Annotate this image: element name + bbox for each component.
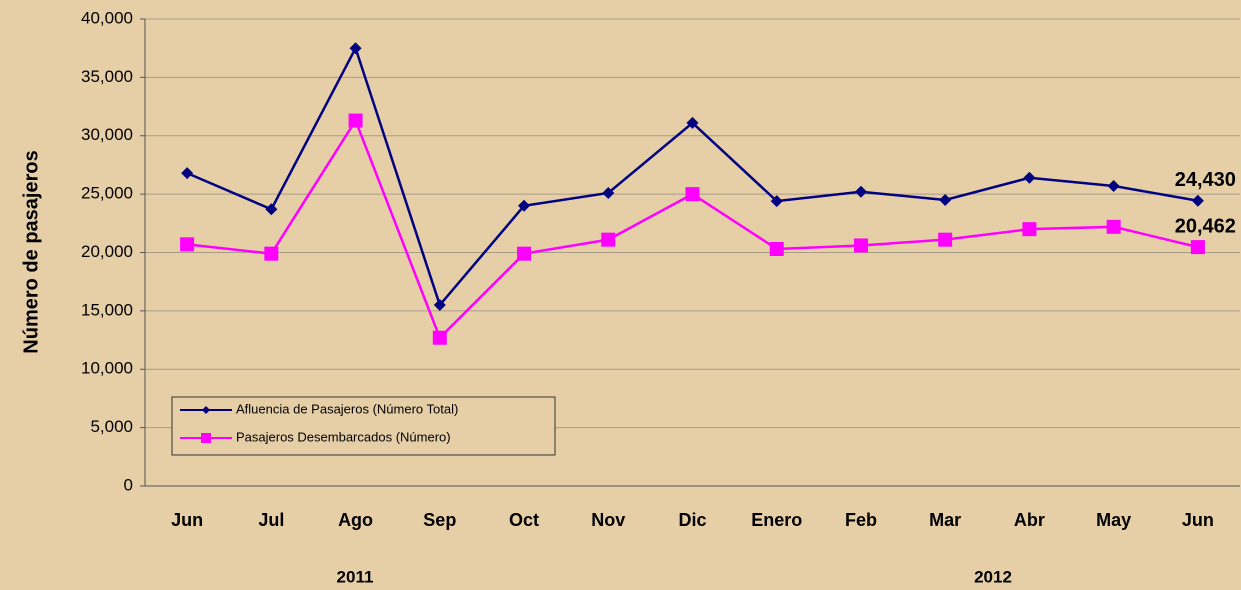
point bbox=[601, 232, 616, 247]
year-label: 2012 bbox=[974, 567, 1012, 586]
x-tick-label: May bbox=[1096, 510, 1131, 530]
x-tick-label: Dic bbox=[678, 510, 706, 530]
legend-label: Afluencia de Pasajeros (Número Total) bbox=[236, 401, 458, 416]
point bbox=[939, 193, 952, 206]
x-tick-label: Jun bbox=[171, 510, 203, 530]
point bbox=[433, 299, 446, 312]
y-tick-label: 5,000 bbox=[90, 417, 133, 436]
point bbox=[769, 241, 784, 256]
x-tick-label: Ago bbox=[338, 510, 373, 530]
x-tick-label: Jul bbox=[258, 510, 284, 530]
point bbox=[517, 246, 532, 261]
series-line bbox=[186, 117, 1199, 340]
y-tick-label: 30,000 bbox=[81, 125, 133, 144]
point bbox=[1106, 219, 1121, 234]
point bbox=[202, 406, 210, 414]
point bbox=[1023, 171, 1036, 184]
y-tick-label: 15,000 bbox=[81, 300, 133, 319]
point bbox=[265, 203, 278, 216]
x-tick-label: Abr bbox=[1014, 510, 1045, 530]
y-tick-label: 10,000 bbox=[81, 359, 133, 378]
point bbox=[602, 186, 615, 199]
point bbox=[518, 199, 531, 212]
x-tick-label: Mar bbox=[929, 510, 961, 530]
point bbox=[853, 238, 868, 253]
data-label: 20,462 bbox=[1175, 215, 1236, 237]
y-tick-label: 35,000 bbox=[81, 67, 133, 86]
legend-box bbox=[171, 396, 556, 456]
point bbox=[770, 195, 783, 208]
series-line bbox=[186, 44, 1199, 308]
x-tick-label: Jun bbox=[1182, 510, 1214, 530]
point bbox=[180, 237, 195, 252]
point bbox=[685, 187, 700, 202]
x-tick-label: Sep bbox=[423, 510, 456, 530]
point bbox=[1191, 194, 1204, 207]
point bbox=[181, 167, 194, 180]
y-tick-label: 20,000 bbox=[81, 242, 133, 261]
y-tick-label: 25,000 bbox=[81, 184, 133, 203]
point bbox=[432, 330, 447, 345]
y-tick-label: 40,000 bbox=[81, 8, 133, 27]
point bbox=[938, 232, 953, 247]
point bbox=[686, 116, 699, 129]
x-tick-label: Oct bbox=[509, 510, 539, 530]
x-tick-label: Nov bbox=[591, 510, 625, 530]
point bbox=[201, 433, 211, 443]
y-tick-label: 0 bbox=[124, 475, 133, 494]
legend-label: Pasajeros Desembarcados (Número) bbox=[236, 429, 451, 444]
data-label: 24,430 bbox=[1175, 169, 1236, 191]
point bbox=[1107, 179, 1120, 192]
point bbox=[1022, 222, 1037, 237]
point bbox=[264, 246, 279, 261]
year-label: 2011 bbox=[337, 567, 374, 586]
y-axis-label: Número de pasajeros bbox=[20, 150, 42, 353]
point bbox=[854, 185, 867, 198]
point bbox=[349, 42, 362, 55]
x-tick-label: Feb bbox=[845, 510, 877, 530]
x-tick-label: Enero bbox=[751, 510, 802, 530]
point bbox=[348, 113, 363, 128]
point bbox=[1190, 240, 1205, 255]
